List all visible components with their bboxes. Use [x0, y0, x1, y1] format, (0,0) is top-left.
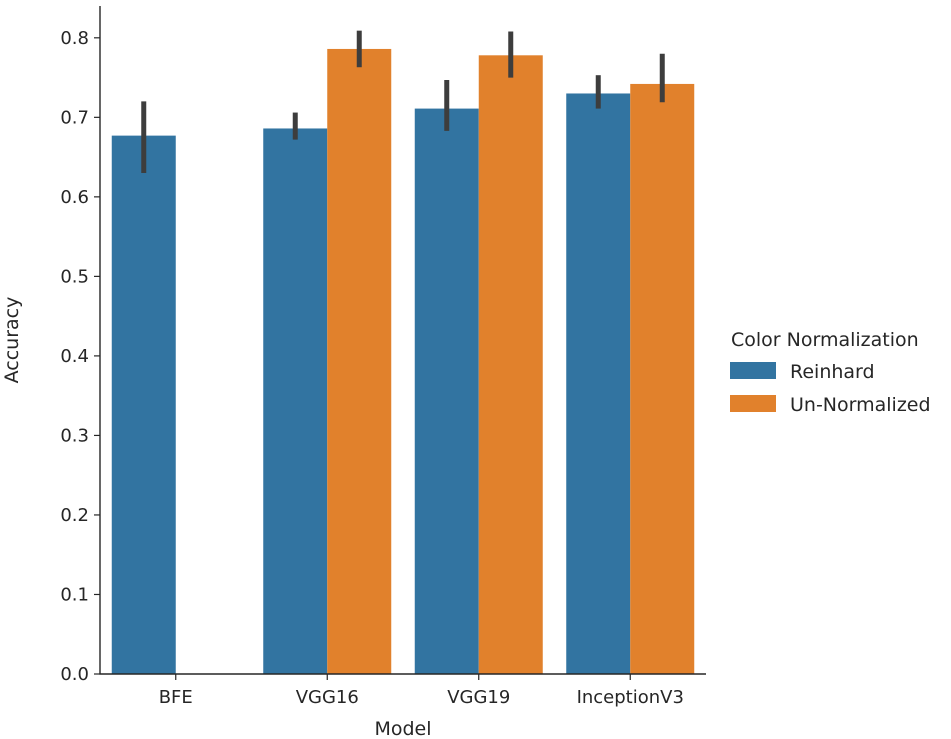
y-tick-label: 0.4: [60, 346, 89, 367]
bar-bfe-reinhard: [111, 135, 176, 675]
legend: Color Normalization Reinhard Un-Normalize…: [730, 329, 931, 416]
legend-title: Color Normalization: [731, 329, 919, 351]
bar-vgg19-reinhard: [414, 108, 479, 675]
y-tick-label: 0.2: [60, 505, 89, 526]
y-tick-label: 0.3: [60, 425, 89, 446]
legend-label-un-normalized: Un-Normalized: [790, 394, 931, 416]
y-axis: 0.0 0.1 0.2 0.3 0.4 0.5 0.6 0.7 0.8: [60, 6, 101, 685]
plot-area: [111, 30, 695, 675]
bar-vgg16-un-normalized: [327, 48, 392, 674]
legend-swatch-reinhard: [730, 362, 776, 379]
x-tick-label: BFE: [159, 687, 193, 708]
x-tick-label: VGG16: [296, 687, 359, 708]
legend-swatch-un-normalized: [730, 395, 776, 412]
y-tick-label: 0.5: [60, 266, 89, 287]
bar-vgg16-reinhard: [263, 128, 328, 674]
y-tick-label: 0.8: [60, 28, 89, 49]
y-tick-label: 0.7: [60, 107, 89, 128]
x-tick-label: InceptionV3: [577, 687, 684, 708]
bar-inceptionv3-un-normalized: [630, 83, 695, 674]
y-axis-label: Accuracy: [1, 297, 23, 384]
bar-inceptionv3-reinhard: [566, 93, 631, 674]
y-tick-label: 0.0: [60, 664, 89, 685]
legend-label-reinhard: Reinhard: [790, 361, 875, 383]
bar-vgg19-un-normalized: [478, 55, 543, 675]
x-axis: BFE VGG16 VGG19 InceptionV3: [99, 673, 706, 708]
y-tick-label: 0.1: [60, 584, 89, 605]
y-tick-label: 0.6: [60, 187, 89, 208]
x-axis-label: Model: [374, 718, 431, 739]
x-tick-label: VGG19: [447, 687, 510, 708]
